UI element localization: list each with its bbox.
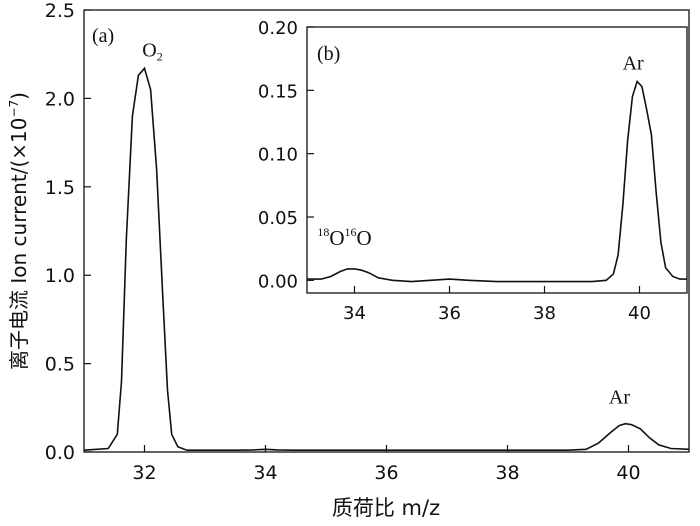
inset-panel-label: (b) [317,43,340,65]
main-chart-panel: 0.00.51.01.52.02.5 32 34 36 38 40 (a) O2 Ar … [7,0,690,520]
inset-ar-peak-label: Ar [623,52,644,74]
ar-peak-label: Ar [609,387,630,409]
b-x-tick-label: 40 [628,303,651,324]
a-y-tick-label: 1.0 [45,265,75,287]
b-y-tick-label: 0.10 [258,145,298,166]
a-x-tick-label: 36 [374,462,398,484]
inset-y-axis: 0.00 0.05 0.10 0.15 0.20 [258,18,314,292]
a-y-tick-label: 0.5 [45,354,75,376]
a-y-tick-label: 2.5 [45,0,75,22]
main-ion-current-line [83,66,690,451]
main-panel-label: (a) [92,25,114,47]
y-axis-title: 离子电流 Ion current/(×10−7) [7,92,31,370]
a-y-tick-label: 2.0 [45,88,75,110]
x-axis-title: 质荷比 m/z [332,496,440,520]
a-x-tick-label: 34 [253,462,277,484]
18o16o-peak-label: 18O16O [317,225,371,250]
b-y-tick-label: 0.05 [258,208,298,229]
main-y-axis: 0.0 0.5 1.0 1.5 2.0 2.5 [45,0,91,464]
b-y-tick-label: 0.00 [258,271,298,292]
b-y-tick-label: 0.15 [258,81,298,102]
inset-chart-panel: 0.00 0.05 0.10 0.15 0.20 34 36 38 40 (b) 18O16O… [258,18,688,324]
a-x-tick-label: 32 [132,462,156,484]
b-x-tick-label: 38 [533,303,556,324]
a-y-tick-label: 0.0 [45,442,75,464]
a-x-tick-label: 40 [616,462,640,484]
inset-x-axis: 34 36 38 40 [343,286,651,324]
o2-peak-label: O2 [142,39,162,63]
b-y-tick-label: 0.20 [258,18,298,39]
b-x-tick-label: 34 [343,303,366,324]
a-x-tick-label: 38 [495,462,519,484]
inset-plot-frame [306,26,688,294]
b-x-tick-label: 36 [438,303,461,324]
inset-ion-current-line [307,79,687,283]
a-y-tick-label: 1.5 [45,177,75,199]
